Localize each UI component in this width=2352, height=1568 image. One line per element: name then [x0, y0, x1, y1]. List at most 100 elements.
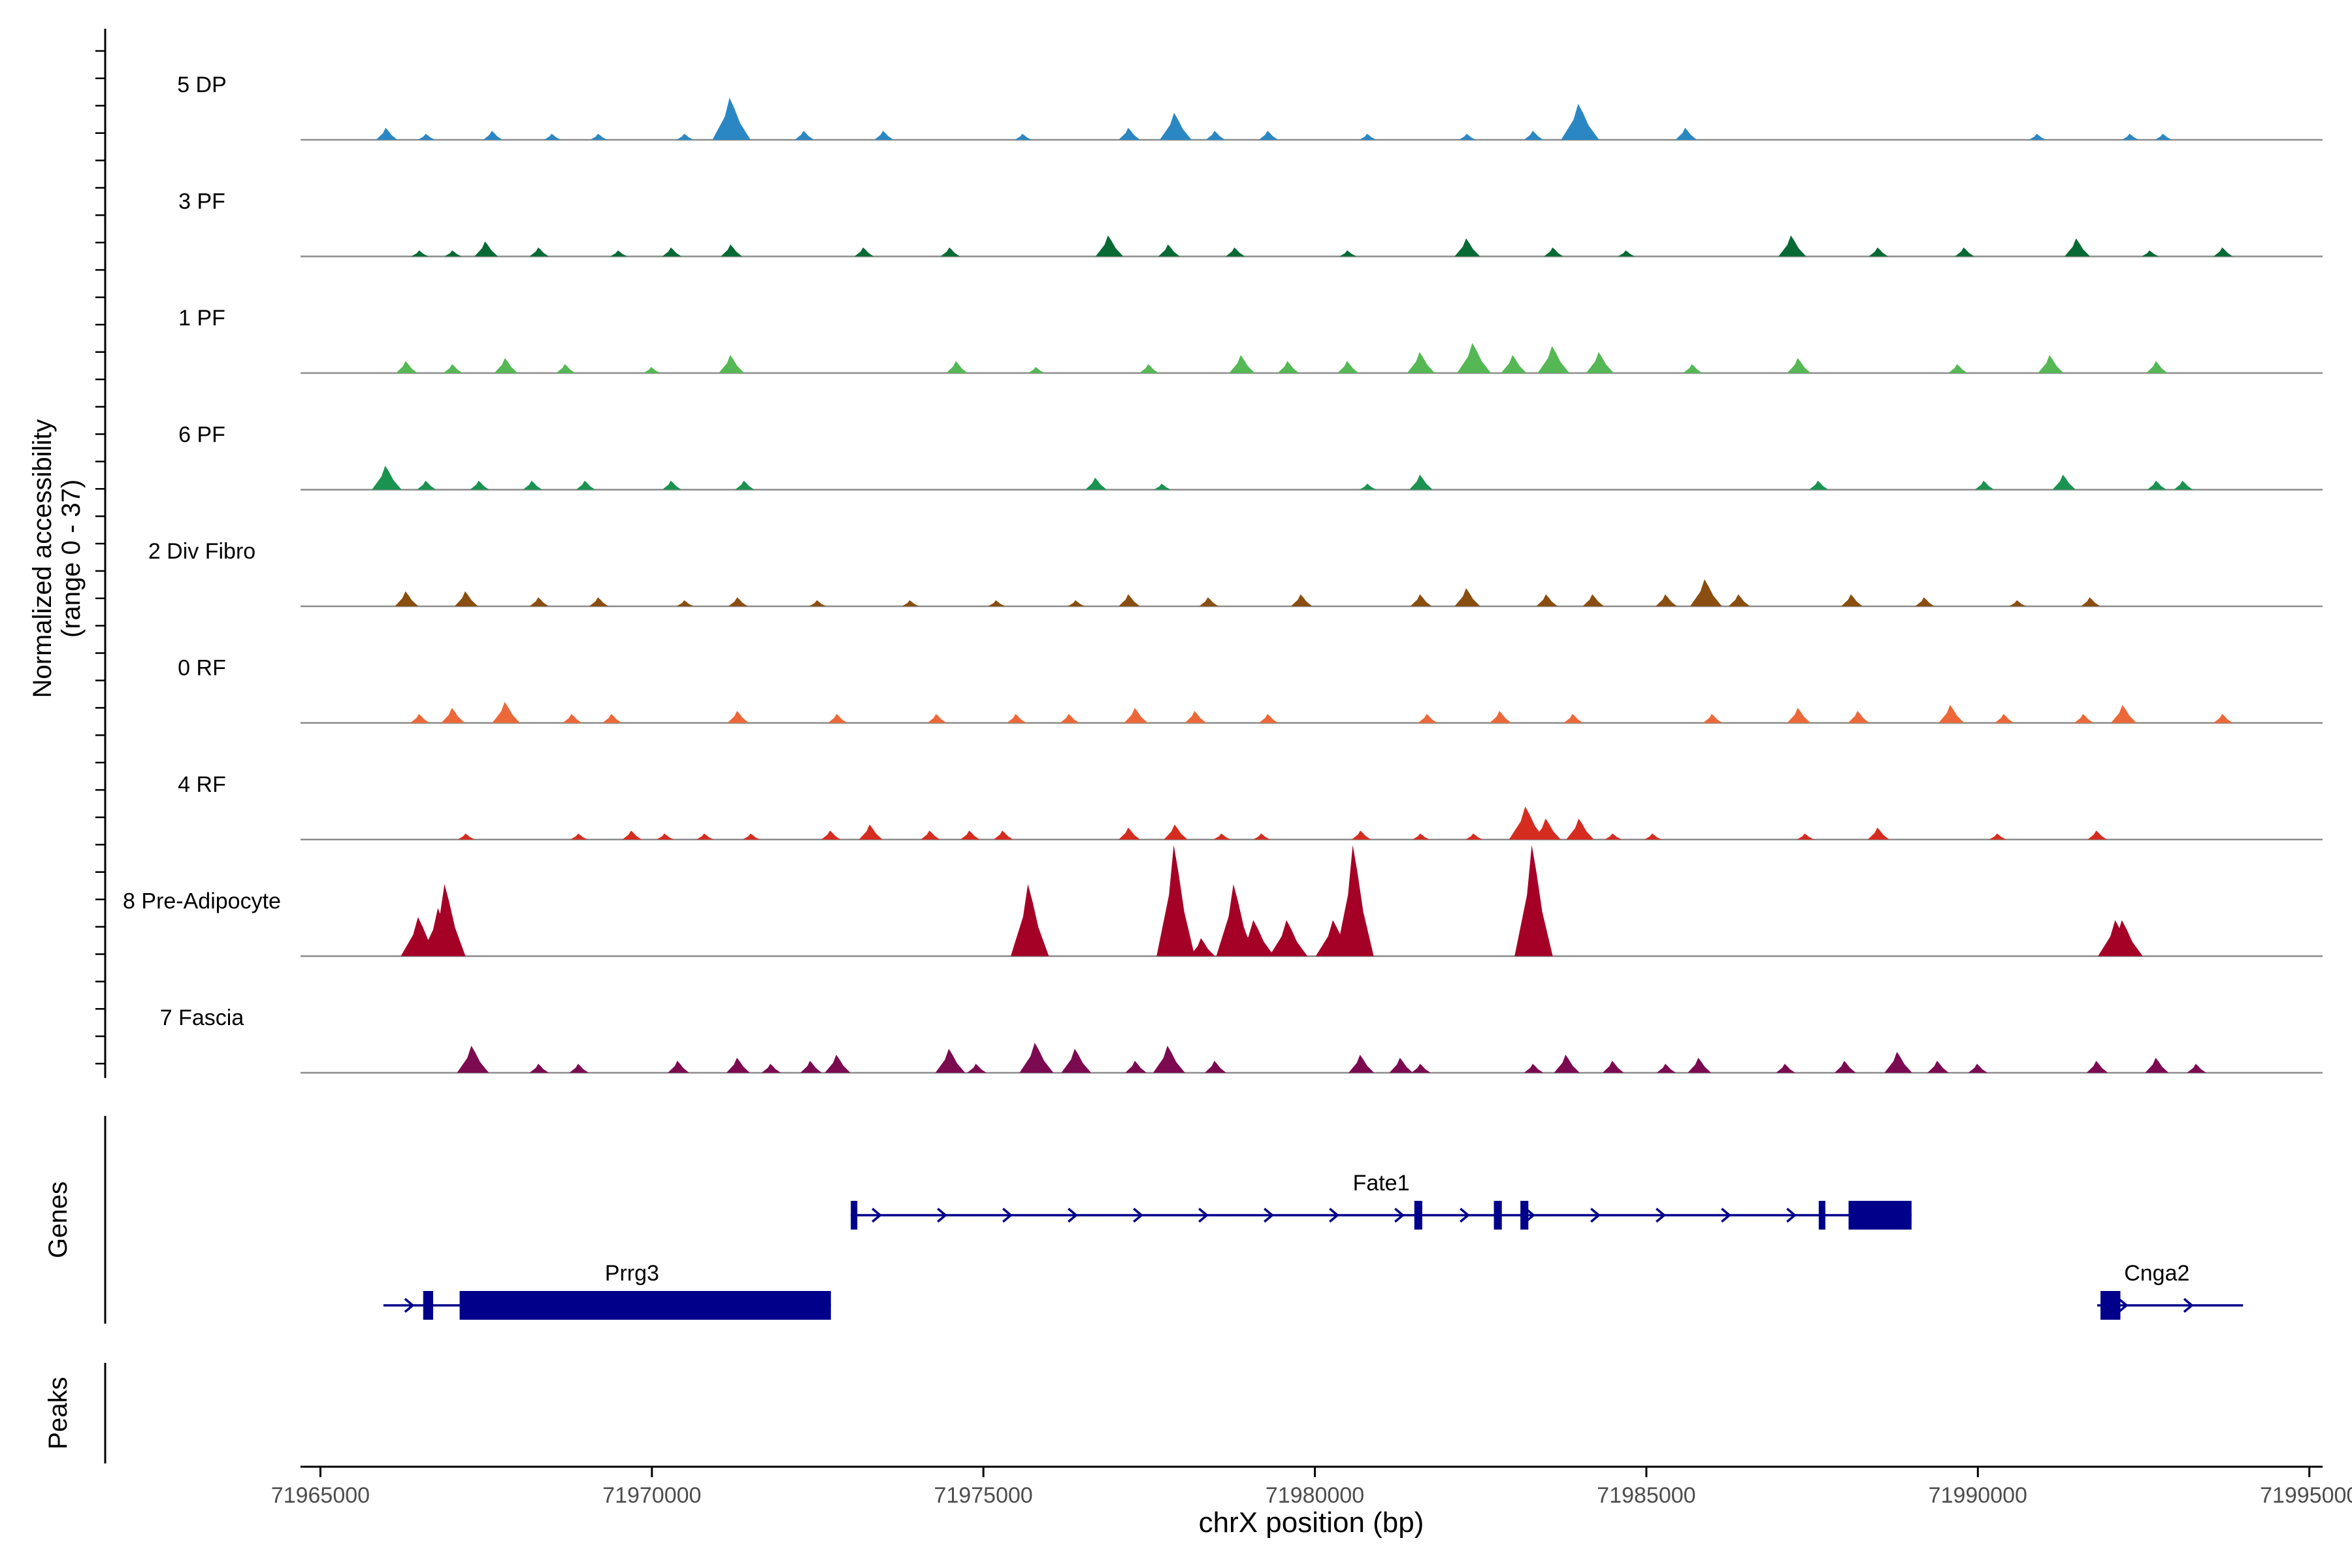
- coverage-peak: [457, 1045, 489, 1073]
- coverage-peak: [411, 250, 429, 257]
- gene-exon: [1818, 1201, 1825, 1230]
- coverage-peak: [1454, 588, 1480, 606]
- track-1-pf: 1 PF: [178, 306, 2323, 374]
- coverage-peak: [662, 480, 682, 490]
- track-7-fascia: 7 Fascia: [160, 1005, 2323, 1074]
- coverage-peak: [967, 1064, 987, 1073]
- gene-prrg3: Prrg3: [383, 1261, 831, 1320]
- track-label: 7 Fascia: [160, 1005, 244, 1030]
- coverage-peak: [2147, 480, 2167, 490]
- gene-exon: [1848, 1201, 1912, 1230]
- coverage-peak: [1011, 884, 1049, 956]
- gene-cnga2: Cnga2: [2097, 1261, 2244, 1320]
- coverage-peak: [1867, 827, 1889, 840]
- coverage-peak: [858, 825, 883, 840]
- x-tick-label: 71975000: [934, 1483, 1033, 1508]
- coverage-peak: [1995, 713, 2014, 723]
- coverage-peak: [1457, 343, 1492, 373]
- gene-annotations: Fate1 Prrg3 Cnga2: [383, 1171, 2244, 1320]
- coverage-peak: [1085, 478, 1107, 490]
- coverage-peak: [569, 1064, 589, 1073]
- coverage-peak: [1125, 1060, 1147, 1073]
- coverage-tracks: 5 DP 3 PF 1 PF 6 PF 2 Div Fibro 0 RF 4 RF 8 Pre…: [123, 73, 2323, 1074]
- coverage-peak: [794, 131, 815, 140]
- track-2-div-fibro: 2 Div Fibro: [148, 539, 2323, 608]
- coverage-peak: [1226, 247, 1245, 257]
- coverage-peak: [1884, 1051, 1912, 1073]
- coverage-peak: [529, 597, 549, 606]
- gene-exon: [459, 1291, 831, 1320]
- coverage-peak: [1808, 480, 1829, 490]
- gene-strand-arrow: [1198, 1207, 1209, 1223]
- coverage-peak: [1582, 594, 1605, 606]
- gene-exon: [423, 1291, 433, 1320]
- coverage-peak: [1158, 244, 1180, 257]
- coverage-peak: [1989, 833, 2006, 840]
- track-label: 2 Div Fibro: [148, 539, 255, 564]
- coverage-peak: [602, 713, 622, 723]
- coverage-peak: [2074, 713, 2094, 723]
- gene-exon: [2100, 1291, 2121, 1320]
- coverage-peak: [1205, 131, 1226, 140]
- coverage-peak: [441, 708, 465, 723]
- coverage-peak: [927, 713, 947, 723]
- coverage-peak: [1490, 711, 1512, 723]
- coverage-peak: [2187, 1064, 2206, 1073]
- coverage-peak: [494, 358, 518, 373]
- coverage-peak: [993, 830, 1013, 840]
- coverage-peak: [727, 711, 749, 723]
- gene-strand-arrow: [2117, 1298, 2129, 1313]
- coverage-peak: [742, 833, 760, 840]
- gene-strand-arrow: [1133, 1207, 1143, 1223]
- coverage-peak: [1213, 833, 1231, 840]
- coverage-peak: [1927, 1060, 1949, 1073]
- coverage-peak: [2155, 133, 2172, 140]
- coverage-peak: [1152, 1045, 1185, 1073]
- coverage-peak: [1277, 361, 1299, 373]
- coverage-peak: [1359, 483, 1377, 490]
- gene-exon: [851, 1201, 858, 1230]
- coverage-peak: [821, 830, 841, 840]
- coverage-peak: [1841, 594, 1863, 606]
- coverage-peak: [395, 591, 419, 606]
- coverage-peak: [1787, 708, 1811, 723]
- gene-label: Cnga2: [2124, 1261, 2189, 1286]
- coverage-peak: [1019, 1043, 1054, 1073]
- gene-strand-arrow: [404, 1298, 415, 1313]
- track-label: 6 PF: [178, 423, 225, 448]
- coverage-peak: [800, 1060, 822, 1073]
- x-axis-ticks: 71965000 71970000 71975000 71980000 71985000…: [271, 1467, 2352, 1508]
- coverage-peak: [1060, 713, 1079, 723]
- coverage-peak: [1690, 579, 1722, 606]
- coverage-peak: [1290, 594, 1313, 606]
- gene-exon: [1494, 1201, 1502, 1230]
- track-3-pf: 3 PF: [178, 189, 2323, 257]
- coverage-peak: [2145, 1058, 2169, 1073]
- coverage-peak: [529, 1064, 549, 1073]
- coverage-peak: [544, 133, 561, 140]
- coverage-peak: [417, 480, 436, 490]
- coverage-peak: [395, 361, 417, 373]
- coverage-peak: [454, 591, 478, 606]
- coverage-peak: [728, 597, 748, 606]
- coverage-peak: [1160, 112, 1192, 140]
- coverage-peak: [1184, 711, 1207, 723]
- coverage-peak: [1974, 480, 1995, 490]
- coverage-peak: [2141, 250, 2159, 257]
- track-4-rf: 4 RF: [178, 772, 2323, 841]
- coverage-peak: [1409, 474, 1433, 490]
- coverage-peak: [1410, 594, 1432, 606]
- coverage-peak: [570, 833, 588, 840]
- coverage-peak: [556, 364, 576, 373]
- coverage-peak: [668, 1060, 689, 1073]
- coverage-peak: [1728, 594, 1750, 606]
- coverage-peak: [1258, 713, 1279, 723]
- track-label: 8 Pre-Adipocyte: [123, 889, 281, 914]
- coverage-peak: [1351, 830, 1371, 840]
- coverage-peak: [1028, 367, 1045, 373]
- gene-strand-arrow: [1590, 1207, 1601, 1223]
- coverage-peak: [1955, 247, 1974, 257]
- coverage-peak: [1655, 594, 1677, 606]
- coverage-peak: [1938, 704, 1965, 723]
